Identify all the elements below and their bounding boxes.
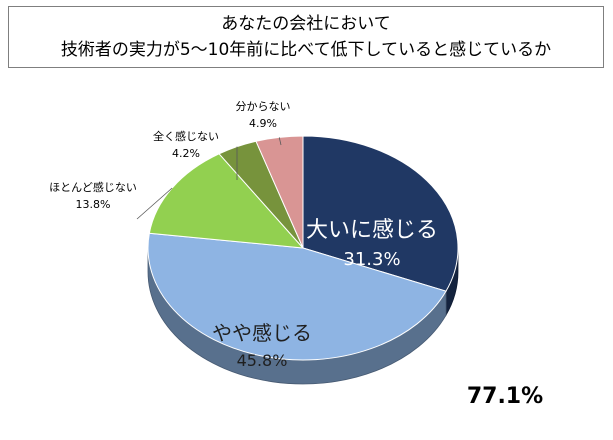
total-annotation: 77.1% bbox=[467, 384, 543, 409]
slice-label-ほとんど感じない: ほとんど感じない bbox=[49, 181, 137, 194]
slice-value-大いに感じる: 31.3% bbox=[343, 249, 400, 270]
chart-title-line-2: 技術者の実力が5〜10年前に比べて低下していると感じているか bbox=[60, 40, 552, 60]
leader-line-ほとんど感じない bbox=[136, 187, 173, 220]
pie-slice-やや感じる bbox=[147, 232, 447, 361]
slice-labels: 大いに感じる 31.3% やや感じる 45.8% ほとんど感じない 13.8% 全く感じない… bbox=[49, 100, 438, 370]
slice-label-全く感じない: 全く感じない bbox=[153, 129, 219, 143]
slice-label-やや感じる: やや感じる bbox=[212, 321, 312, 345]
slice-value-全く感じない: 4.2% bbox=[172, 147, 200, 160]
leader-lines bbox=[136, 137, 282, 220]
chart-title: あなたの会社において 技術者の実力が5〜10年前に比べて低下していると感じている… bbox=[8, 6, 604, 68]
slice-value-分からない: 4.9% bbox=[249, 117, 277, 130]
leader-line-分からない bbox=[278, 137, 282, 146]
slice-label-分からない: 分からない bbox=[236, 100, 291, 113]
chart-title-line-1: あなたの会社において bbox=[221, 14, 391, 34]
pie-slices bbox=[147, 135, 459, 361]
pie-slice-大いに感じる bbox=[302, 135, 459, 292]
pie-slice-ほとんど感じない bbox=[148, 153, 305, 249]
slice-value-やや感じる: 45.8% bbox=[237, 351, 288, 370]
slice-value-ほとんど感じない: 13.8% bbox=[76, 198, 111, 211]
slice-label-大いに感じる: 大いに感じる bbox=[306, 218, 438, 243]
